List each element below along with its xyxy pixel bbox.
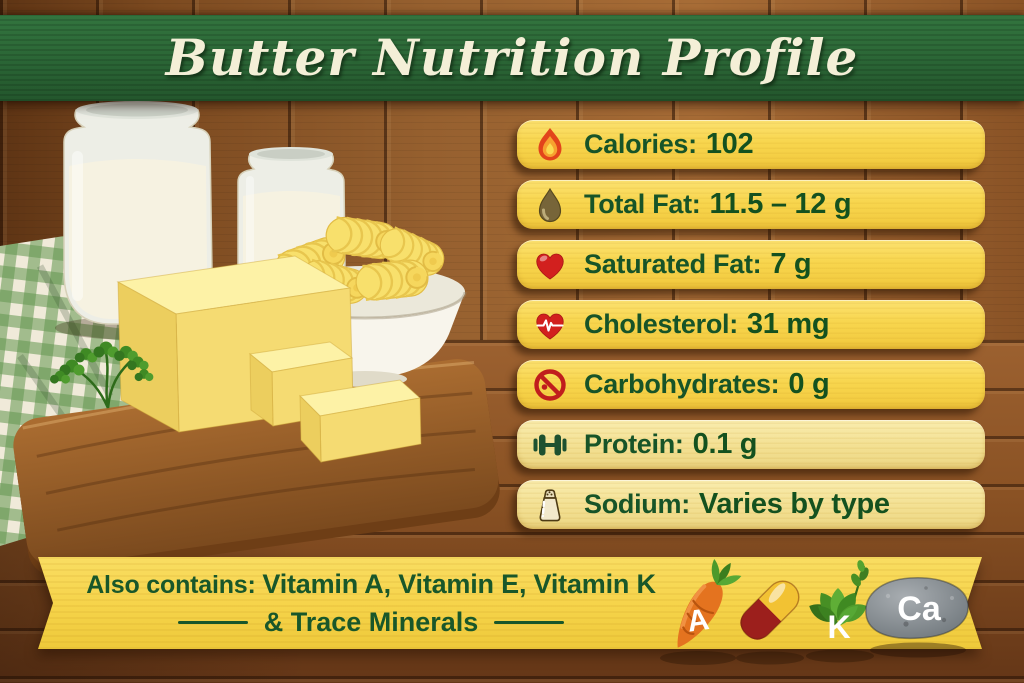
capsule-vitamin-e-icon xyxy=(736,580,804,665)
nutrition-list: Calories: 102 Total Fat: 11.5 – 12 g Sat… xyxy=(517,120,985,540)
right-dash-rule xyxy=(494,620,565,624)
row-label: Saturated Fat: xyxy=(584,249,762,279)
footer-trace-minerals: & Trace Minerals xyxy=(263,606,479,637)
row-value: 102 xyxy=(705,128,754,160)
butter-photo-illustration xyxy=(0,101,500,577)
nutrition-row-saturated-fat: Saturated Fat: 7 g xyxy=(517,240,985,289)
no-symbol-icon xyxy=(534,368,566,401)
nutrition-row-cholesterol: Cholesterol: 31 mg xyxy=(517,300,985,349)
nutrition-row-sodium: Sodium: Varies by type xyxy=(517,480,985,529)
row-label: Carbohydrates: xyxy=(584,369,780,399)
footer-line2: & Trace Minerals xyxy=(177,606,565,638)
butter-block xyxy=(116,255,422,464)
heart-pulse-icon xyxy=(536,313,564,339)
row-value: 31 mg xyxy=(746,308,830,340)
row-value: 7 g xyxy=(770,248,812,280)
nutrition-row-total-fat: Total Fat: 11.5 – 12 g xyxy=(517,180,985,229)
title-banner: Butter Nutrition Profile xyxy=(0,15,1024,101)
nutrition-row-carbohydrates: Carbohydrates: 0 g xyxy=(517,360,985,409)
left-dash-rule xyxy=(177,620,248,624)
stone-calcium-icon: Ca xyxy=(865,577,969,658)
row-value: 11.5 – 12 g xyxy=(709,188,852,220)
footer-badges: A xyxy=(660,559,969,665)
carrot-vitamin-a-icon: A xyxy=(660,559,742,665)
parsley-sprig xyxy=(50,341,154,409)
page-title: Butter Nutrition Profile xyxy=(165,28,859,87)
row-label: Total Fat: xyxy=(584,189,701,219)
row-label: Sodium: xyxy=(584,489,690,519)
footer-line1: Also contains: Vitamin A, Vitamin E, Vit… xyxy=(86,569,656,600)
row-label: Protein: xyxy=(584,429,684,459)
salt-shaker-icon xyxy=(539,488,561,521)
nutrition-row-protein: Protein: 0.1 g xyxy=(517,420,985,469)
nutrition-row-calories: Calories: 102 xyxy=(517,120,985,169)
row-value: Varies by type xyxy=(698,488,890,520)
leaf-vitamin-k-icon: K xyxy=(806,560,874,663)
dumbbell-icon xyxy=(533,434,567,455)
footer-vitamins: Vitamin A, Vitamin E, Vitamin K xyxy=(262,568,656,599)
row-label: Calories: xyxy=(584,129,697,159)
stone-letters: Ca xyxy=(897,590,942,628)
flame-icon xyxy=(538,127,562,160)
row-value: 0.1 g xyxy=(692,428,758,460)
footer-prefix: Also contains: xyxy=(86,570,263,599)
leaf-letter: K xyxy=(827,609,850,645)
row-label: Cholesterol: xyxy=(584,309,738,339)
row-value: 0 g xyxy=(788,368,830,400)
footer-text: Also contains: Vitamin A, Vitamin E, Vit… xyxy=(86,557,656,649)
carrot-letter: A xyxy=(685,603,711,639)
fat-droplet-icon xyxy=(538,187,562,222)
heart-icon xyxy=(536,253,564,279)
